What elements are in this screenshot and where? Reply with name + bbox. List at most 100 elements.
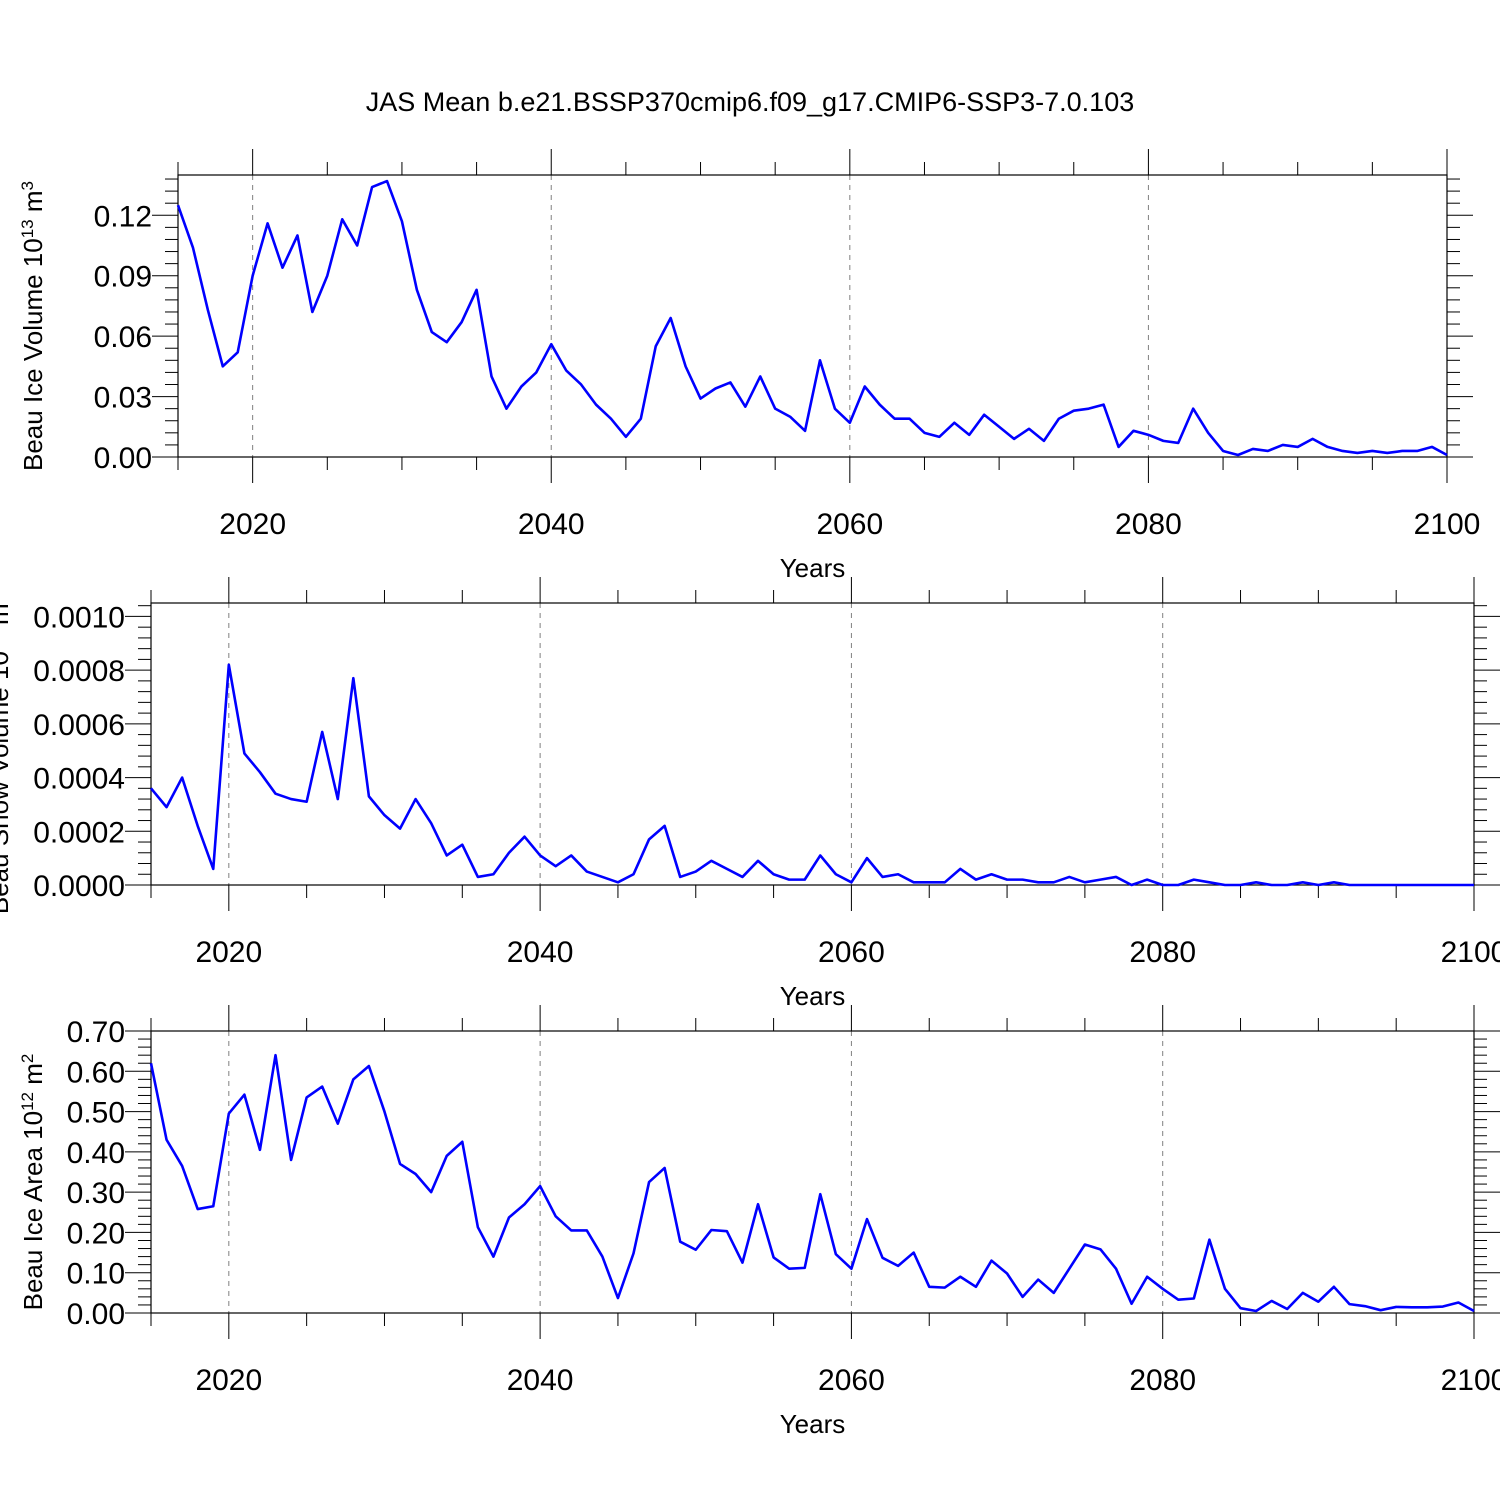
data-point-2093 — [1364, 1305, 1366, 1307]
data-point-2093 — [1364, 884, 1366, 886]
x-tick-label-2100: 2100 — [1414, 508, 1481, 541]
data-point-2055 — [774, 407, 776, 409]
x-axis-title: Years — [780, 553, 846, 583]
x-tick-label-2100: 2100 — [1441, 1364, 1500, 1397]
data-point-2052 — [726, 1230, 728, 1232]
x-tick-label-2020: 2020 — [219, 508, 286, 541]
data-point-2025 — [305, 801, 307, 803]
data-point-2089 — [1302, 1292, 1304, 1294]
data-point-2084 — [1224, 1288, 1226, 1290]
data-point-2068 — [968, 434, 970, 436]
data-point-2023 — [274, 1054, 276, 1056]
data-point-2033 — [430, 1191, 432, 1193]
data-point-2098 — [1416, 450, 1418, 452]
data-point-2037 — [492, 1255, 494, 1257]
data-point-2100 — [1473, 884, 1475, 886]
y-tick-label-1: 0.0002 — [33, 816, 125, 849]
data-point-2065 — [923, 432, 925, 434]
data-point-2060 — [850, 1267, 852, 1269]
data-point-2045 — [617, 1297, 619, 1299]
y-tick-label-5: 0.0010 — [33, 601, 125, 634]
data-point-2079 — [1146, 878, 1148, 880]
data-point-2077 — [1115, 876, 1117, 878]
x-tick-label-2100: 2100 — [1441, 936, 1500, 969]
data-point-2026 — [321, 731, 323, 733]
y-axis-title-ylabel-exp: 13 — [0, 632, 3, 651]
data-point-2033 — [446, 341, 448, 343]
data-point-2015 — [150, 1062, 152, 1064]
x-tick-label-2020: 2020 — [195, 936, 262, 969]
data-point-2019 — [212, 868, 214, 870]
data-point-2082 — [1177, 442, 1179, 444]
data-point-2037 — [505, 407, 507, 409]
data-point-2054 — [757, 1203, 759, 1205]
data-point-2099 — [1457, 1301, 1459, 1303]
data-point-2070 — [1006, 878, 1008, 880]
x-tick-label-2060: 2060 — [816, 508, 883, 541]
data-point-2046 — [640, 418, 642, 420]
data-point-2084 — [1207, 432, 1209, 434]
data-point-2045 — [617, 881, 619, 883]
data-point-2016 — [165, 1139, 167, 1141]
x-tick-label-2040: 2040 — [507, 936, 574, 969]
data-point-2069 — [990, 1259, 992, 1261]
y-axis-title-ylabel: Beau Snow Volume 10 — [0, 651, 14, 914]
data-point-2096 — [1386, 452, 1388, 454]
data-point-2093 — [1341, 450, 1343, 452]
data-point-2086 — [1237, 454, 1239, 456]
data-point-2041 — [565, 369, 567, 371]
y-tick-label-3: 0.0006 — [33, 709, 125, 742]
data-point-2022 — [259, 771, 261, 773]
data-point-2058 — [819, 1193, 821, 1195]
data-point-2022 — [259, 1149, 261, 1151]
data-point-2028 — [352, 677, 354, 679]
data-point-2025 — [305, 1096, 307, 1098]
data-point-2023 — [274, 792, 276, 794]
data-point-2074 — [1068, 876, 1070, 878]
data-point-2081 — [1177, 884, 1179, 886]
y-tick-label-3: 0.30 — [67, 1177, 125, 1210]
x-axis-title: Years — [780, 1409, 846, 1439]
panel-1: 2020 2040 2060 2080 2100 0.00 0.03 0.06 0.09 0.12… — [18, 149, 1481, 583]
data-point-2073 — [1043, 440, 1045, 442]
data-point-2091 — [1333, 881, 1335, 883]
data-point-2080 — [1162, 884, 1164, 886]
data-point-2039 — [535, 371, 537, 373]
data-point-2047 — [648, 1181, 650, 1183]
data-point-2067 — [953, 422, 955, 424]
data-point-2018 — [196, 1208, 198, 1210]
data-point-2046 — [632, 1252, 634, 1254]
data-point-2075 — [1084, 881, 1086, 883]
y-axis-title-ylabel-unit: m — [18, 190, 48, 219]
chart-title: JAS Mean b.e21.BSSP370cmip6.f09_g17.CMIP… — [366, 87, 1134, 117]
data-point-2059 — [835, 1253, 837, 1255]
data-point-2087 — [1252, 448, 1254, 450]
data-point-2092 — [1348, 1303, 1350, 1305]
y-tick-label-4: 0.40 — [67, 1137, 125, 1170]
data-point-2078 — [1130, 884, 1132, 886]
data-point-2077 — [1102, 403, 1104, 405]
y-tick-label-4: 0.12 — [94, 200, 152, 233]
data-point-2098 — [1442, 884, 1444, 886]
y-axis-title-ylabel-unit-exp: 3 — [18, 181, 37, 190]
data-point-2021 — [266, 222, 268, 224]
data-point-2085 — [1222, 450, 1224, 452]
y-tick-label-1: 0.10 — [67, 1258, 125, 1291]
data-point-2018 — [196, 825, 198, 827]
data-point-2018 — [222, 365, 224, 367]
x-tick-label-2040: 2040 — [507, 1364, 574, 1397]
data-point-2044 — [601, 876, 603, 878]
data-point-2021 — [243, 1093, 245, 1095]
data-point-2099 — [1431, 446, 1433, 448]
data-point-2040 — [539, 854, 541, 856]
data-point-2020 — [251, 275, 253, 277]
data-point-2059 — [834, 407, 836, 409]
data-point-2040 — [539, 1185, 541, 1187]
data-point-2019 — [237, 351, 239, 353]
data-point-2057 — [804, 878, 806, 880]
data-point-2062 — [881, 1257, 883, 1259]
y-tick-label-7: 0.70 — [67, 1016, 125, 1049]
data-point-2086 — [1255, 881, 1257, 883]
data-point-2060 — [850, 881, 852, 883]
data-point-2064 — [912, 881, 914, 883]
